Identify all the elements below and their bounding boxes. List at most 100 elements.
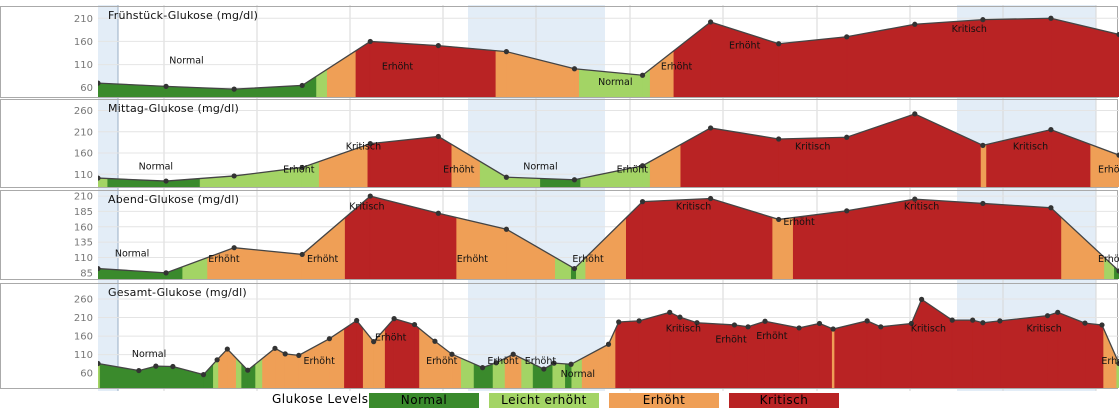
area-segment-kritisch xyxy=(1057,311,1086,388)
panel-border xyxy=(0,190,1118,280)
data-point xyxy=(503,49,509,55)
region-label: Normal xyxy=(523,162,557,173)
panel-plot: Normal Erhöht Erhöht Erhöht Erhöht Erhöht Norm… xyxy=(98,296,1119,388)
data-point xyxy=(731,322,738,328)
region-label: Erhöht xyxy=(208,254,240,265)
panel-title: Gesamt-Glukose (mg/dl) xyxy=(108,286,247,299)
region-label: Erhöht xyxy=(525,356,557,367)
panel-plot: Normal Erhöht Normal Erhöht Erhöht Kritisch xyxy=(98,15,1119,97)
area-segment-kritisch xyxy=(778,36,848,97)
y-tick-label: 60 xyxy=(80,83,93,94)
region-label: Kritisch xyxy=(795,142,830,153)
data-point xyxy=(677,314,683,320)
data-point xyxy=(367,193,373,199)
y-tick-label: 85 xyxy=(80,268,93,279)
data-point xyxy=(980,17,986,23)
data-point xyxy=(1116,31,1119,38)
area-segment-kritisch xyxy=(1084,322,1103,388)
area-segment-erh-ht xyxy=(284,353,300,388)
region-label: Erhöht xyxy=(283,165,315,176)
area-segment-leicht-erh-ht xyxy=(98,363,101,388)
data-point xyxy=(694,320,700,326)
region-label: Kritisch xyxy=(904,202,939,213)
area-segment-kritisch xyxy=(982,320,1001,388)
data-point xyxy=(435,133,441,140)
region-label: Normal xyxy=(561,369,595,380)
y-tick-label: 110 xyxy=(74,350,93,361)
data-point xyxy=(354,317,360,324)
data-point xyxy=(411,321,418,328)
y-tick-label: 60 xyxy=(80,369,93,380)
y-tick-label: 260 xyxy=(74,106,93,117)
series-line xyxy=(98,113,1119,182)
panel-title: Frühstück-Glukose (mg/dl) xyxy=(108,9,258,22)
area-segment-kritisch xyxy=(982,203,1052,279)
left-band xyxy=(98,5,118,391)
data-point xyxy=(503,174,509,180)
data-point xyxy=(970,317,976,323)
area-segment-normal xyxy=(1114,266,1119,279)
area-segment-kritisch xyxy=(414,323,420,388)
data-point xyxy=(326,336,333,342)
data-point xyxy=(844,34,850,40)
area-segment-kritisch xyxy=(625,200,643,279)
area-segment-erh-ht xyxy=(326,50,357,97)
data-point xyxy=(231,173,237,179)
area-segment-kritisch xyxy=(384,317,395,388)
legend-leicht-erhoeht: Leicht erhöht xyxy=(489,393,599,408)
area-segment-erh-ht xyxy=(574,68,580,97)
data-point xyxy=(98,80,101,86)
data-point xyxy=(272,345,278,351)
legend: Glukose Levels: Normal Leicht erhöht Erh… xyxy=(0,391,1119,411)
data-point xyxy=(776,41,782,47)
area-segment-kritisch xyxy=(356,319,364,388)
y-tick-label: 260 xyxy=(74,294,93,305)
data-point xyxy=(949,317,955,323)
area-segment-erh-ht xyxy=(982,144,987,187)
legend-normal: Normal xyxy=(369,393,479,408)
data-point xyxy=(435,42,441,49)
data-point xyxy=(200,372,207,378)
area-segment-normal xyxy=(155,365,174,388)
area-segment-kritisch xyxy=(438,212,457,279)
y-tick-label: 160 xyxy=(74,149,93,160)
data-point xyxy=(98,360,101,367)
area-segment-kritisch xyxy=(846,113,916,187)
data-point xyxy=(1048,205,1054,211)
data-point xyxy=(163,270,169,276)
y-tick-label: 110 xyxy=(74,253,93,264)
data-point xyxy=(571,265,578,272)
data-point xyxy=(493,360,499,366)
panel-title: Mittag-Glukose (mg/dl) xyxy=(108,102,239,115)
data-point xyxy=(296,352,302,358)
y-tick-label: 110 xyxy=(74,170,93,181)
legend-kritisch: Kritisch xyxy=(729,393,839,408)
area-segment-kritisch xyxy=(798,323,820,388)
data-point xyxy=(170,363,176,370)
region-label: Erhöht xyxy=(729,40,761,51)
region-label: Erhöht xyxy=(617,165,649,176)
panel-plot: Normal Erhöht Erhöht Kritisch Erhöht Erhöht Kr… xyxy=(98,193,1119,279)
region-label: Kritisch xyxy=(1026,324,1061,335)
y-tick-label: 185 xyxy=(74,207,93,218)
panel-border xyxy=(0,99,1118,188)
area-segment-erh-ht xyxy=(649,50,675,97)
panel-plot: Normal Erhöht Kritisch Erhöht Normal Erhöht Kr… xyxy=(98,110,1119,187)
area-segment-kritisch xyxy=(921,298,953,388)
region-label: Kritisch xyxy=(666,324,701,335)
data-point xyxy=(449,351,455,357)
region-label: Normal xyxy=(598,77,632,88)
data-point xyxy=(503,226,509,232)
data-point xyxy=(541,366,547,372)
chart-panels: Normal Erhöht Normal Erhöht Erhöht Kritisch 60… xyxy=(0,6,1119,389)
data-point xyxy=(878,324,884,330)
region-label: Erhöht xyxy=(443,165,475,176)
data-point xyxy=(830,326,836,332)
legend-title: Glukose Levels: xyxy=(272,392,374,406)
series-line xyxy=(98,195,1119,274)
data-point xyxy=(1055,309,1061,315)
data-point xyxy=(568,361,574,367)
data-point xyxy=(776,216,782,223)
region-label: Erhöht xyxy=(715,335,747,346)
data-point xyxy=(571,177,578,183)
